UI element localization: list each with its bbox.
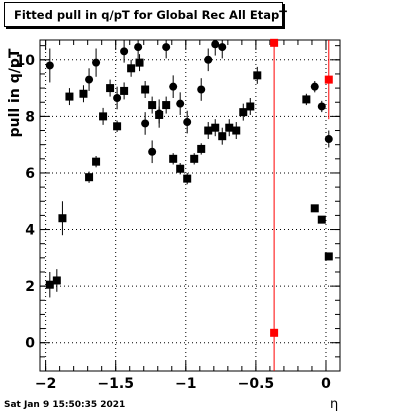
data-point-square: [302, 95, 311, 104]
data-point-square: [204, 126, 213, 135]
data-point-square: [197, 144, 206, 153]
data-point-square: [246, 102, 255, 111]
y-tick-label: 6: [25, 166, 35, 182]
data-point-square: [162, 101, 171, 110]
data-point-circle: [218, 43, 227, 52]
data-point-square: [310, 204, 319, 213]
data-point-square: [190, 154, 199, 163]
data-point-square: [58, 214, 67, 223]
data-point-circle: [324, 135, 333, 144]
data-point-circle: [197, 85, 206, 94]
data-point-square: [324, 75, 333, 84]
data-point-square: [239, 108, 248, 117]
data-point-square: [45, 280, 54, 289]
data-point-circle: [204, 55, 213, 64]
data-point-square: [183, 174, 192, 183]
data-point-circle: [45, 61, 54, 70]
x-tick-label: −1: [175, 376, 196, 392]
data-point-square: [232, 126, 241, 135]
data-point-square: [317, 215, 326, 224]
x-tick-label: −0.5: [238, 376, 275, 392]
frame: [39, 39, 341, 372]
data-point-square: [52, 276, 61, 285]
data-point-square: [92, 157, 101, 166]
data-point-square: [211, 123, 220, 132]
data-point-circle: [92, 58, 101, 67]
data-point-circle: [113, 93, 122, 102]
data-point-circle: [85, 75, 94, 84]
data-point-square: [270, 38, 279, 47]
data-point-circle: [183, 118, 192, 127]
data-point-square: [253, 71, 262, 80]
title-box: Fitted pull in q/pT for Global Rec All E…: [4, 2, 287, 27]
y-tick-label: 10: [16, 53, 36, 69]
data-point-square: [225, 123, 234, 132]
data-point-circle: [120, 47, 129, 56]
y-tick-label: 0: [25, 336, 35, 352]
data-point-square: [176, 164, 185, 173]
data-point-circle: [310, 82, 319, 91]
data-point-circle: [169, 82, 178, 91]
data-point-square: [65, 92, 74, 101]
data-point-circle: [148, 147, 157, 156]
x-axis-label: η: [330, 397, 339, 412]
data-point-square: [148, 101, 157, 110]
data-point-circle: [141, 119, 150, 128]
x-tick-label: −2: [35, 376, 56, 392]
x-tick-label: −1.5: [97, 376, 134, 392]
data-point-circle: [211, 40, 220, 49]
data-point-square: [169, 154, 178, 163]
data-point-square: [324, 252, 333, 261]
data-point-square: [127, 64, 136, 73]
data-point-circle: [176, 99, 185, 108]
data-point-circle: [317, 102, 326, 111]
grid: [40, 40, 340, 371]
y-axis-label: pull in q/pT: [7, 48, 23, 138]
data-marks: [45, 38, 333, 371]
data-point-square: [270, 328, 279, 337]
data-point-circle: [134, 43, 143, 52]
data-point-circle: [155, 109, 164, 118]
data-point-circle: [162, 43, 171, 52]
data-point-square: [99, 112, 108, 121]
y-tick-label: 2: [25, 279, 35, 295]
y-tick-label: 8: [25, 109, 35, 125]
timestamp: Sat Jan 9 15:50:35 2021: [4, 400, 126, 410]
data-point-square: [113, 122, 122, 131]
x-tick-label: 0: [321, 376, 331, 392]
chart-title: Fitted pull in q/pT for Global Rec All E…: [14, 8, 288, 22]
data-point-square: [135, 58, 144, 67]
data-point-square: [120, 86, 129, 95]
axis-ticks: −2 −1.5 −1 −0.5 0 0 2 4 6 8 10: [16, 40, 340, 392]
data-point-square: [141, 85, 150, 94]
y-tick-label: 4: [25, 223, 35, 239]
data-point-square: [79, 89, 88, 98]
data-point-square: [85, 173, 94, 182]
data-point-square: [218, 132, 227, 141]
data-point-square: [106, 84, 115, 93]
